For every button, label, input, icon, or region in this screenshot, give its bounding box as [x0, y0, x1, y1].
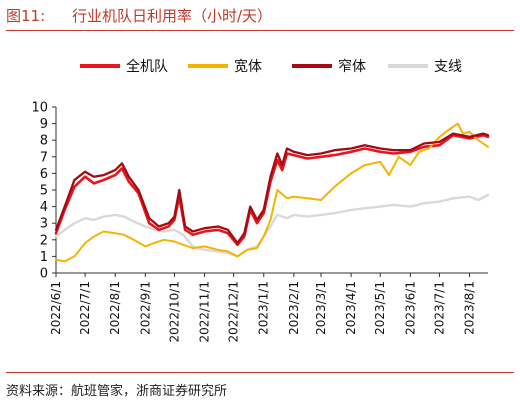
line-chart: 全机队 宽体 窄体 支线 0 1 23 45 6 78 910 2022/6/1 2022/7/1 20…: [31, 58, 490, 343]
legend-label: 宽体: [234, 58, 262, 75]
source-note: 资料来源：航班管家，浙商证券研究所: [6, 384, 228, 399]
chart-legend: 全机队 宽体 窄体 支线: [80, 58, 462, 75]
chart-series: [54, 122, 490, 263]
y-tick-label: 0: [40, 267, 48, 282]
y-tick-label: 9: [40, 117, 48, 132]
x-tick-label: 2023/4/1: [344, 281, 358, 335]
series-line-1: [54, 133, 490, 247]
x-tick-label: 2022/6/1: [49, 281, 63, 335]
x-tick-label: 2022/7/1: [78, 281, 92, 335]
series-line-4: [54, 193, 490, 258]
legend-label: 窄体: [338, 58, 366, 75]
x-tick-label: 2022/11/1: [198, 281, 212, 343]
y-tick-label: 10: [31, 101, 48, 116]
x-tick-label: 2023/2/1: [287, 281, 301, 335]
footer-divider: [6, 372, 514, 373]
x-tick-label: 2022/9/1: [138, 281, 152, 335]
title-divider: [6, 30, 514, 31]
chart-title: 行业机队日利用率（小时/天）: [72, 7, 273, 25]
x-tick-label: 2023/3/1: [314, 281, 328, 335]
legend-label: 全机队: [126, 58, 168, 75]
x-tick-label: 2023/5/1: [373, 281, 387, 335]
figure-number: 图11:: [6, 7, 46, 25]
y-tick-label: 8: [40, 134, 48, 149]
series-line-3: [54, 132, 490, 245]
x-tick-label: 2023/7/1: [432, 281, 446, 335]
y-tick-label: 1: [40, 250, 48, 265]
y-tick-label: 7: [40, 150, 48, 165]
legend-label: 支线: [434, 59, 462, 75]
series-line-2: [55, 122, 489, 263]
x-tick-label: 2023/1/1: [257, 281, 271, 335]
y-tick-label: 6: [40, 167, 48, 182]
y-tick-label: 3: [40, 217, 48, 232]
x-tick-label: 2022/8/1: [108, 281, 122, 335]
figure-header: 图11: 行业机队日利用率（小时/天）: [6, 4, 514, 30]
x-tick-label: 2023/6/1: [403, 281, 417, 335]
x-tick-label: 2022/12/1: [227, 281, 241, 343]
chart-axes: 0 1 23 45 6 78 910 2022/6/1 2022/7/1 2022/8/1 2022…: [31, 101, 488, 343]
y-tick-label: 4: [40, 200, 48, 215]
x-tick-label: 2023/8/1: [463, 281, 477, 335]
y-tick-label: 5: [40, 184, 48, 199]
x-tick-label: 2022/10/1: [167, 281, 181, 343]
y-tick-label: 2: [40, 233, 48, 248]
